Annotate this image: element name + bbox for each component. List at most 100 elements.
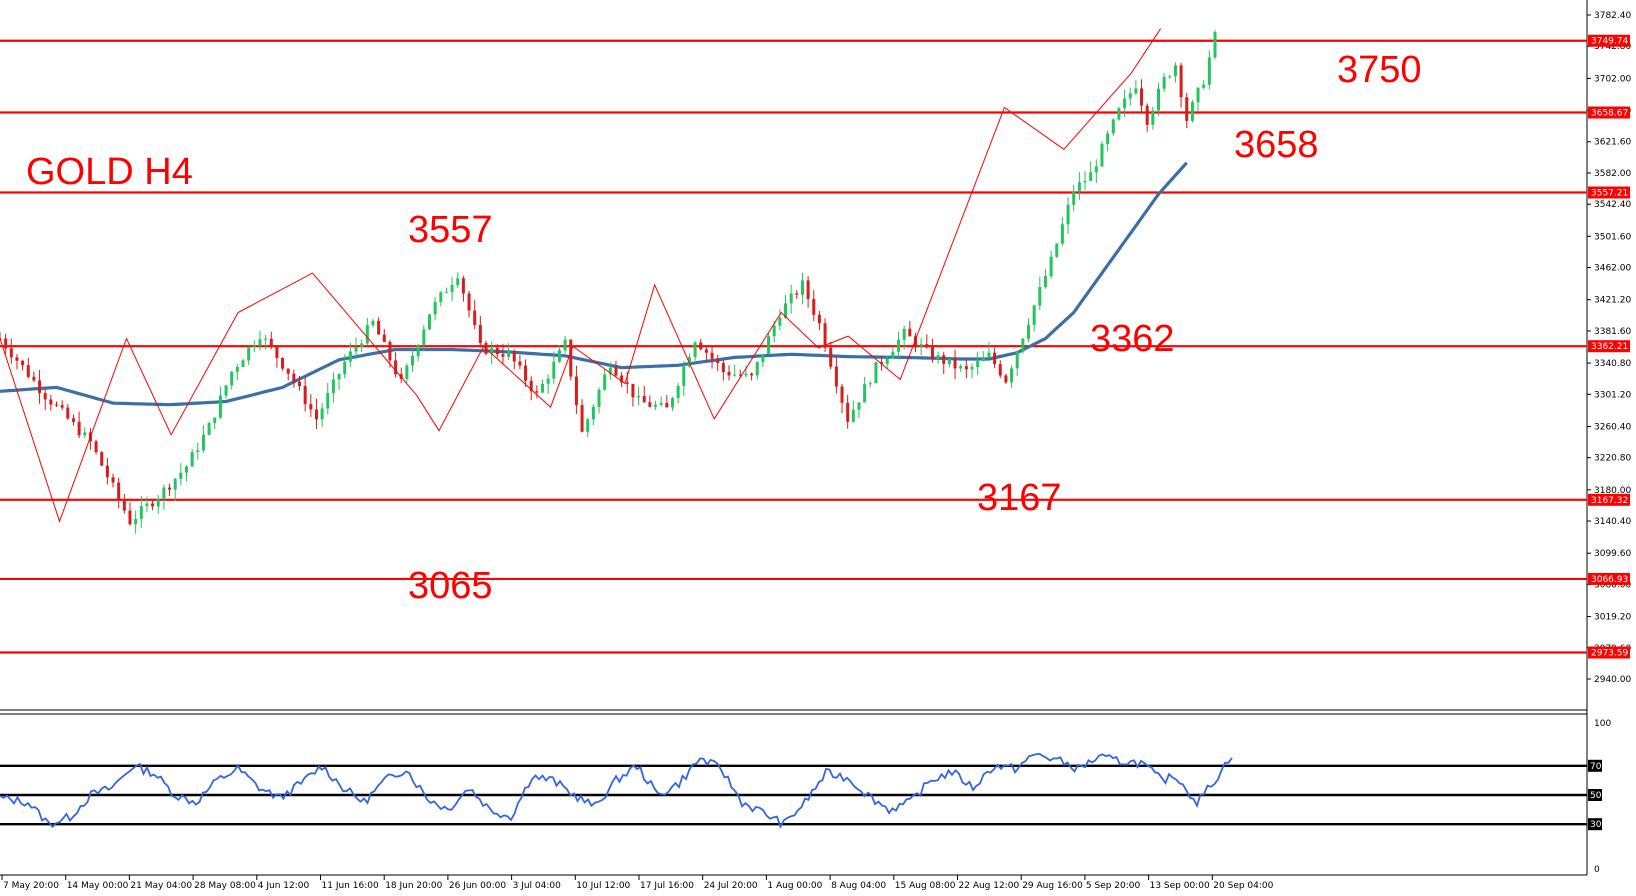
candle-body <box>631 383 635 398</box>
candle <box>597 387 601 414</box>
candle <box>733 364 737 377</box>
candle-body <box>789 293 793 304</box>
candle <box>507 343 511 360</box>
candle-body <box>38 380 42 394</box>
candle-body <box>1207 57 1211 85</box>
price-axis: 3782.403742.803702.003661.403621.603582.… <box>1587 11 1631 685</box>
candle <box>727 365 731 381</box>
x-tick-label: 1 Aug 00:00 <box>767 881 822 891</box>
candle-body <box>586 419 590 432</box>
candle <box>591 404 595 426</box>
x-tick-label: 4 Jun 12:00 <box>258 881 310 891</box>
candle <box>94 439 98 455</box>
x-tick-label: 8 Aug 04:00 <box>831 881 886 891</box>
candle-body <box>247 347 251 361</box>
candle-body <box>857 402 861 410</box>
candle <box>648 395 652 408</box>
candle <box>1100 141 1104 168</box>
candle <box>439 291 443 307</box>
candle-body <box>122 498 126 511</box>
candle <box>637 386 641 406</box>
candle-body <box>298 381 302 387</box>
candle-body <box>942 355 946 364</box>
candle-body <box>394 360 398 375</box>
candle <box>26 357 30 379</box>
candle <box>964 359 968 379</box>
candle <box>670 396 674 412</box>
candle-body <box>252 345 256 348</box>
candle <box>574 365 578 415</box>
candle-body <box>66 407 70 419</box>
candle-body <box>591 406 595 420</box>
level-price-tag-label: 3167.32 <box>1591 496 1628 506</box>
candle-body <box>665 402 669 408</box>
candle <box>303 376 307 412</box>
price-candles <box>0 30 1217 534</box>
candle-body <box>580 405 584 432</box>
candle-body <box>1027 324 1031 339</box>
candle <box>925 334 929 349</box>
candle-body <box>1196 87 1200 103</box>
candle <box>1173 62 1177 83</box>
candle-body <box>377 320 381 335</box>
candle-body <box>524 365 528 381</box>
level-label-3750: 3750 <box>1337 49 1422 91</box>
candle <box>806 276 810 308</box>
candle-body <box>388 341 392 361</box>
candle-body <box>314 409 318 420</box>
candle-body <box>529 380 533 392</box>
candle <box>230 371 234 390</box>
candle <box>4 333 8 354</box>
time-axis: 7 May 20:00 14 May 00:00 21 May 04:00 28 Ma… <box>1 875 1274 891</box>
candle <box>156 494 160 514</box>
candle <box>213 417 217 430</box>
level-label-3167: 3167 <box>977 477 1062 519</box>
candle <box>699 338 703 351</box>
candle <box>405 363 409 383</box>
candle-body <box>156 499 160 507</box>
y-tick-label: 3501.60 <box>1594 232 1631 242</box>
candle-body <box>880 362 884 364</box>
candle-body <box>976 360 980 367</box>
rsi-line <box>0 752 1233 829</box>
candle <box>444 287 448 293</box>
candle <box>416 343 420 362</box>
candle <box>665 395 669 408</box>
candle <box>1038 276 1042 310</box>
candle-body <box>111 477 115 483</box>
candle-body <box>891 351 895 359</box>
candle <box>930 338 934 363</box>
candle-body <box>897 339 901 352</box>
candle-body <box>710 352 714 359</box>
y-tick-label: 3260.40 <box>1594 422 1631 432</box>
candle-body <box>512 351 516 362</box>
candle-body <box>439 292 443 302</box>
candle-body <box>32 376 36 381</box>
candle <box>184 465 188 482</box>
candle <box>60 400 64 411</box>
candle-body <box>1190 102 1194 121</box>
candle-body <box>286 368 290 374</box>
candle <box>117 477 121 509</box>
candle <box>687 353 691 368</box>
candle-body <box>964 366 968 370</box>
candle-body <box>331 379 335 394</box>
candle-body <box>608 367 612 375</box>
candle <box>354 337 358 360</box>
candle-body <box>1094 166 1098 173</box>
candle-body <box>733 374 737 376</box>
candle <box>795 290 799 300</box>
level-price-tag <box>1588 106 1630 119</box>
candle <box>326 382 330 415</box>
candle-body <box>168 487 172 490</box>
candle <box>501 344 505 364</box>
x-tick-label: 7 May 20:00 <box>3 881 59 891</box>
candle-body <box>1213 31 1217 58</box>
y-tick-label: 3462.00 <box>1594 264 1631 274</box>
candle <box>490 341 494 365</box>
candle-body <box>139 506 143 519</box>
candle <box>1021 337 1025 354</box>
candle <box>461 275 465 302</box>
candle-body <box>1106 133 1110 144</box>
